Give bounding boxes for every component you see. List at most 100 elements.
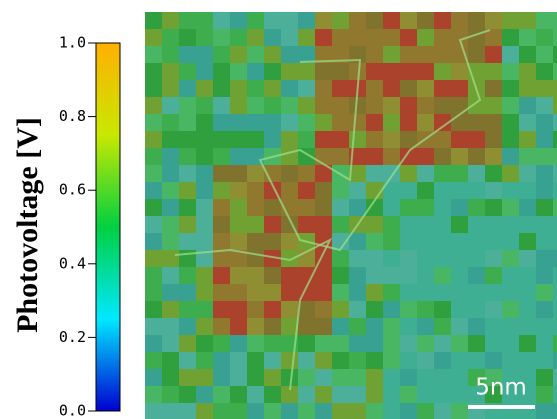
- image-pixel: [332, 199, 349, 216]
- image-pixel: [264, 63, 281, 80]
- image-pixel: [553, 233, 557, 250]
- image-pixel: [247, 216, 264, 233]
- image-pixel: [298, 46, 315, 63]
- image-pixel: [553, 46, 557, 63]
- image-pixel: [264, 114, 281, 131]
- image-pixel: [519, 80, 536, 97]
- image-pixel: [264, 301, 281, 318]
- image-pixel: [264, 233, 281, 250]
- image-pixel: [162, 352, 179, 369]
- image-pixel: [332, 63, 349, 80]
- image-pixel: [519, 63, 536, 80]
- image-pixel: [298, 369, 315, 386]
- image-pixel: [196, 12, 213, 29]
- image-pixel: [230, 403, 247, 419]
- image-pixel: [536, 131, 553, 148]
- image-pixel: [383, 250, 400, 267]
- image-pixel: [315, 335, 332, 352]
- image-pixel: [230, 12, 247, 29]
- image-pixel: [417, 284, 434, 301]
- image-pixel: [366, 386, 383, 403]
- image-pixel: [434, 199, 451, 216]
- image-pixel: [298, 216, 315, 233]
- image-pixel: [383, 148, 400, 165]
- image-pixel: [349, 284, 366, 301]
- image-pixel: [179, 216, 196, 233]
- image-pixel: [400, 267, 417, 284]
- image-pixel: [349, 369, 366, 386]
- image-pixel: [332, 267, 349, 284]
- image-pixel: [383, 131, 400, 148]
- image-pixel: [145, 182, 162, 199]
- image-pixel: [179, 301, 196, 318]
- image-pixel: [247, 165, 264, 182]
- image-pixel: [553, 352, 557, 369]
- image-pixel: [145, 114, 162, 131]
- image-pixel: [281, 267, 298, 284]
- image-pixel: [553, 369, 557, 386]
- image-pixel: [553, 335, 557, 352]
- image-pixel: [145, 97, 162, 114]
- image-pixel: [349, 386, 366, 403]
- image-pixel: [298, 97, 315, 114]
- image-pixel: [485, 148, 502, 165]
- image-pixel: [366, 250, 383, 267]
- image-pixel: [417, 29, 434, 46]
- image-pixel: [230, 335, 247, 352]
- image-pixel: [196, 369, 213, 386]
- image-pixel: [264, 403, 281, 419]
- image-pixel: [417, 250, 434, 267]
- image-pixel: [536, 250, 553, 267]
- image-pixel: [434, 403, 451, 419]
- image-pixel: [383, 80, 400, 97]
- image-pixel: [536, 233, 553, 250]
- image-pixel: [145, 165, 162, 182]
- image-pixel: [247, 12, 264, 29]
- image-pixel: [468, 318, 485, 335]
- image-pixel: [502, 199, 519, 216]
- image-pixel: [281, 165, 298, 182]
- image-pixel: [366, 12, 383, 29]
- image-pixel: [366, 216, 383, 233]
- image-pixel: [536, 301, 553, 318]
- image-pixel: [230, 165, 247, 182]
- image-pixel: [315, 318, 332, 335]
- image-pixel: [264, 267, 281, 284]
- image-pixel: [451, 318, 468, 335]
- image-pixel: [366, 369, 383, 386]
- image-pixel: [434, 267, 451, 284]
- image-pixel: [417, 318, 434, 335]
- image-pixel: [434, 301, 451, 318]
- image-pixel: [400, 335, 417, 352]
- image-pixel: [366, 403, 383, 419]
- image-pixel: [366, 284, 383, 301]
- image-pixel: [315, 131, 332, 148]
- image-pixel: [468, 182, 485, 199]
- image-pixel: [400, 199, 417, 216]
- image-pixel: [553, 301, 557, 318]
- colorbar-label: Photovoltage [V]: [11, 117, 44, 333]
- image-pixel: [145, 369, 162, 386]
- image-pixel: [400, 250, 417, 267]
- image-pixel: [298, 165, 315, 182]
- image-pixel: [366, 131, 383, 148]
- image-pixel: [281, 182, 298, 199]
- image-pixel: [502, 131, 519, 148]
- image-pixel: [162, 369, 179, 386]
- image-pixel: [553, 318, 557, 335]
- image-pixel: [434, 97, 451, 114]
- image-pixel: [213, 284, 230, 301]
- image-pixel: [179, 114, 196, 131]
- image-pixel: [179, 318, 196, 335]
- image-pixel: [417, 46, 434, 63]
- image-pixel: [315, 403, 332, 419]
- image-pixel: [502, 97, 519, 114]
- image-pixel: [264, 29, 281, 46]
- image-pixel: [264, 12, 281, 29]
- image-pixel: [264, 46, 281, 63]
- image-pixel: [553, 216, 557, 233]
- image-pixel: [230, 148, 247, 165]
- image-pixel: [468, 352, 485, 369]
- image-pixel: [196, 114, 213, 131]
- image-pixel: [196, 352, 213, 369]
